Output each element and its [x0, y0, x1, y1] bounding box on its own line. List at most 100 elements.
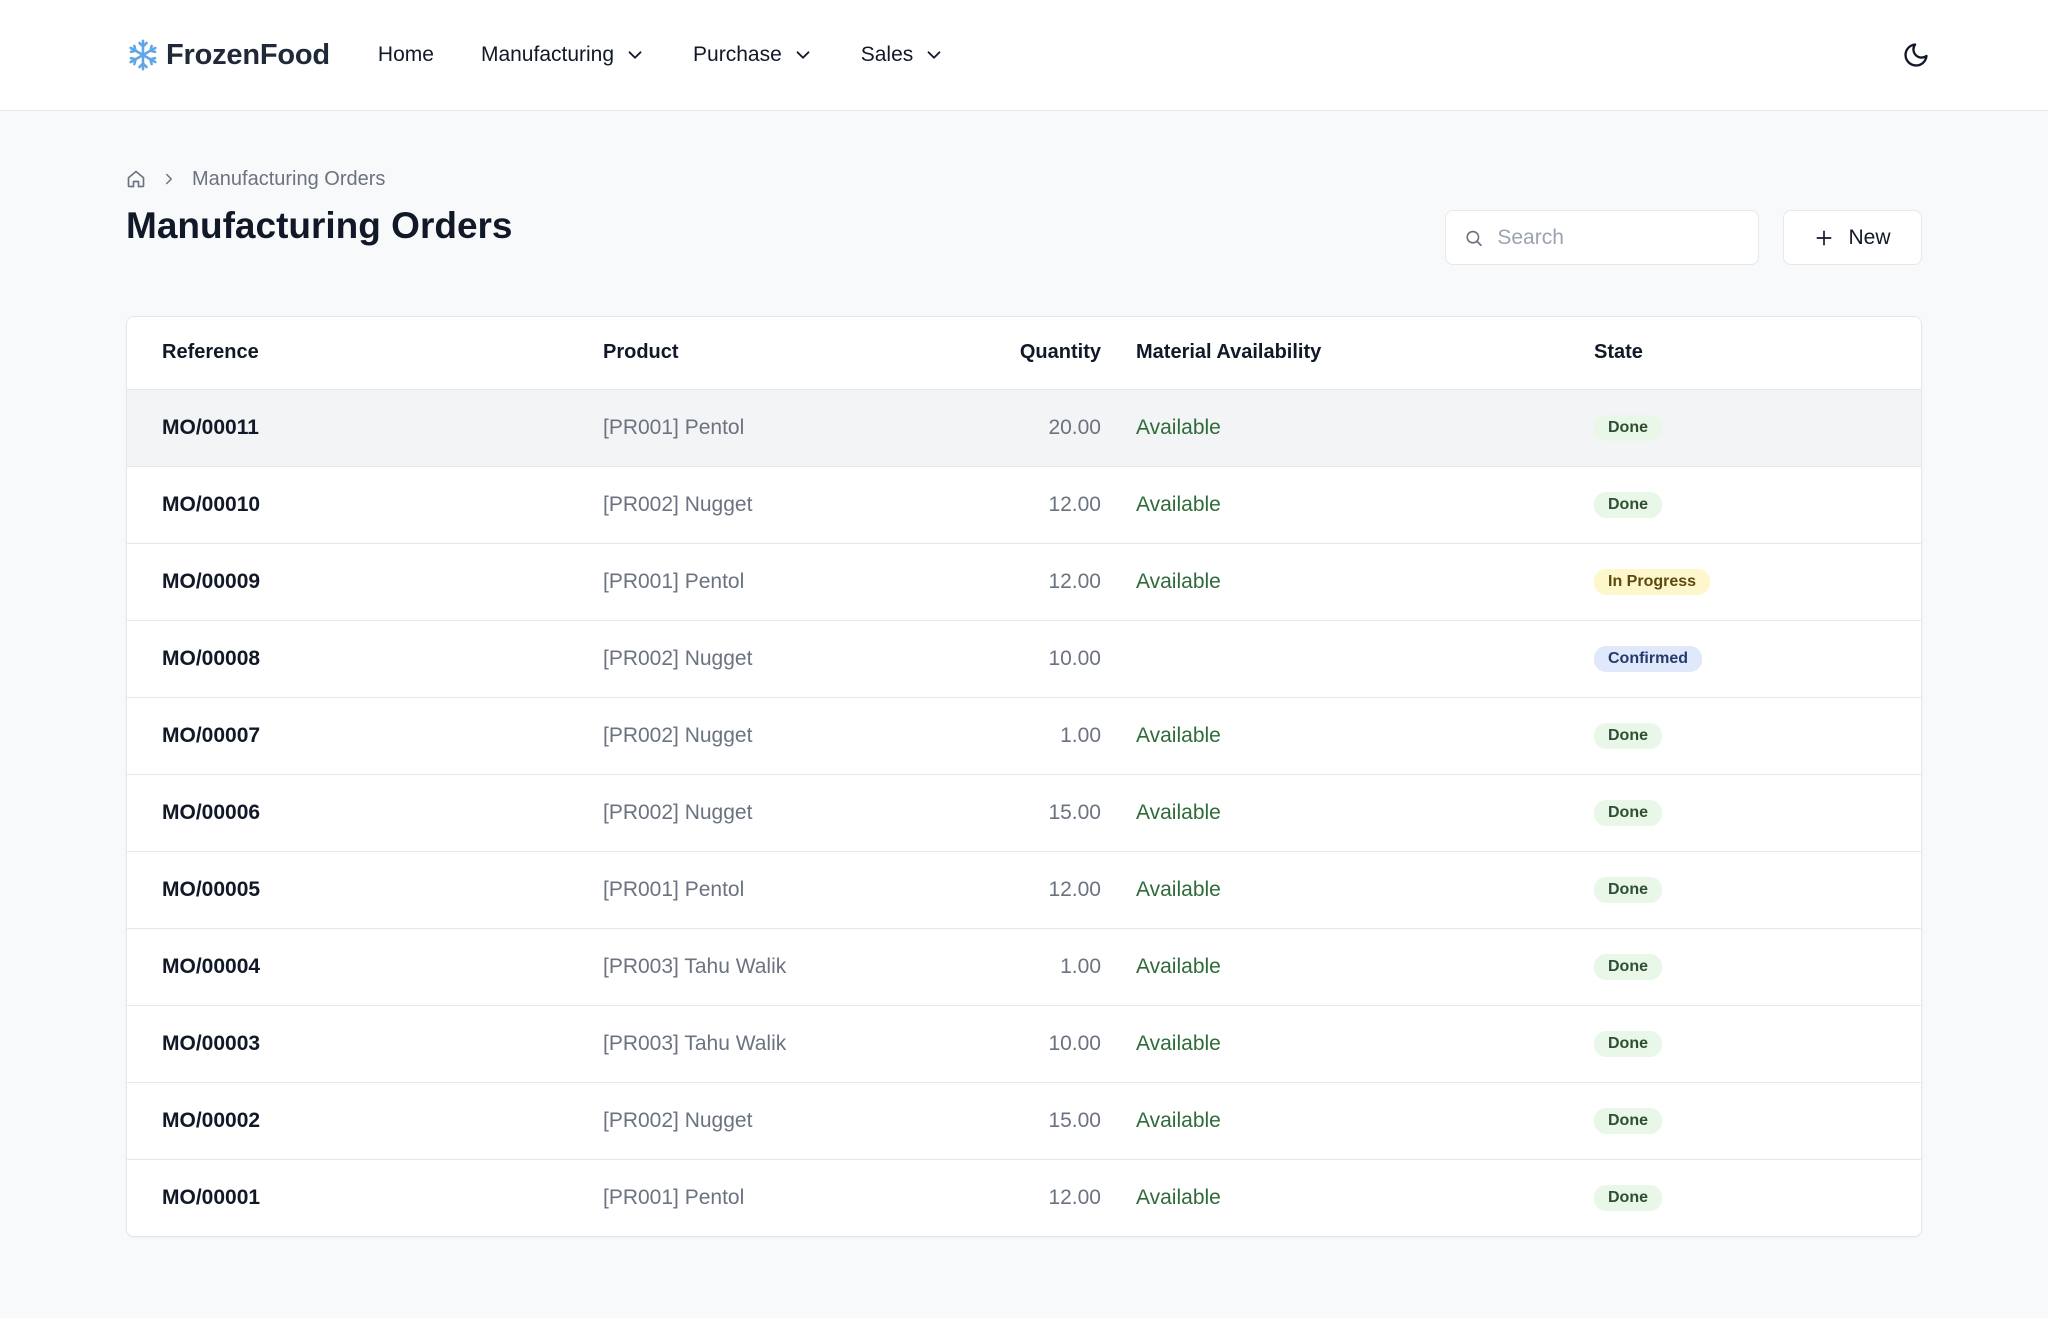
nav-home[interactable]: Home — [378, 43, 434, 67]
chevron-down-icon — [796, 51, 810, 59]
table-row[interactable]: MO/00010 [PR002] Nugget 12.00 Available Done — [127, 466, 1921, 544]
new-button-label: New — [1848, 225, 1891, 249]
page-title: Manufacturing Orders — [126, 205, 513, 246]
table-row[interactable]: MO/00009 [PR001] Pentol 12.00 Available In P… — [127, 543, 1921, 621]
search-box[interactable] — [1445, 210, 1759, 265]
home-icon[interactable] — [126, 169, 146, 189]
cell-availability: Available — [1101, 774, 1559, 852]
cell-product: [PR002] Nugget — [568, 697, 936, 775]
table-row[interactable]: MO/00002 [PR002] Nugget 15.00 Available Done — [127, 1082, 1921, 1160]
nav-purchase[interactable]: Purchase — [693, 43, 814, 67]
cell-reference: MO/00002 — [127, 1082, 568, 1160]
plus-icon — [1816, 230, 1832, 245]
table-row[interactable]: MO/00007 [PR002] Nugget 1.00 Available Done — [127, 697, 1921, 775]
cell-quantity: 15.00 — [936, 774, 1101, 852]
status-badge: Done — [1594, 954, 1662, 980]
status-badge: Confirmed — [1594, 646, 1702, 672]
cell-availability: Available — [1101, 697, 1559, 775]
table-row[interactable]: MO/00001 [PR001] Pentol 12.00 Available Done — [127, 1159, 1921, 1236]
nav-manufacturing-label: Manufacturing — [480, 43, 615, 66]
column-header-availability[interactable]: Material Availability — [1101, 317, 1559, 390]
nav-purchase-label: Purchase — [693, 43, 782, 66]
cell-product: [PR002] Nugget — [568, 620, 936, 698]
cell-state: Done — [1559, 697, 1921, 775]
cell-quantity: 10.00 — [936, 1005, 1101, 1083]
status-badge: Done — [1594, 492, 1662, 518]
page-actions: New — [1445, 210, 1922, 265]
column-header-state[interactable]: State — [1559, 317, 1921, 390]
cell-availability: Available — [1101, 1005, 1559, 1083]
cell-availability: Available — [1101, 389, 1559, 467]
status-badge: Done — [1594, 415, 1662, 441]
cell-reference: MO/00004 — [127, 928, 568, 1006]
status-badge: In Progress — [1594, 569, 1711, 595]
page-header: Manufacturing Orders New — [126, 203, 1922, 283]
cell-quantity: 12.00 — [936, 543, 1101, 621]
brand-name: FrozenFood — [166, 38, 330, 71]
cell-state: Done — [1559, 389, 1921, 467]
nav-manufacturing[interactable]: Manufacturing — [481, 43, 646, 67]
cell-quantity: 20.00 — [936, 389, 1101, 467]
cell-product: [PR003] Tahu Walik — [568, 1005, 936, 1083]
column-header-product[interactable]: Product — [568, 317, 936, 390]
cell-reference: MO/00003 — [127, 1005, 568, 1083]
table-row[interactable]: MO/00003 [PR003] Tahu Walik 10.00 Available… — [127, 1005, 1921, 1083]
chevron-down-icon — [628, 51, 642, 59]
cell-state: Done — [1559, 1082, 1921, 1160]
brand-logo[interactable]: FrozenFood — [126, 38, 330, 72]
cell-availability: Available — [1101, 543, 1559, 621]
nav-home-label: Home — [377, 43, 434, 66]
cell-product: [PR003] Tahu Walik — [568, 928, 936, 1006]
cell-reference: MO/00007 — [127, 697, 568, 775]
cell-quantity: 12.00 — [936, 466, 1101, 544]
cell-quantity: 1.00 — [936, 928, 1101, 1006]
search-icon — [1466, 230, 1482, 246]
main-content: Manufacturing Orders Manufacturing Order… — [0, 165, 2048, 1237]
cell-reference: MO/00006 — [127, 774, 568, 852]
orders-table-card: Reference Product Quantity Material Avai… — [126, 316, 1922, 1237]
status-badge: Done — [1594, 1108, 1662, 1134]
cell-product: [PR001] Pentol — [603, 1185, 745, 1209]
table-row[interactable]: MO/00006 [PR002] Nugget 15.00 Available Done — [127, 774, 1921, 852]
nav-sales[interactable]: Sales — [861, 43, 946, 67]
cell-quantity: 15.00 — [936, 1082, 1101, 1160]
moon-icon — [1904, 43, 1928, 67]
table-row[interactable]: MO/00005 [PR001] Pentol 12.00 Available Done — [127, 851, 1921, 929]
cell-state: Done — [1559, 1005, 1921, 1083]
cell-state: Done — [1559, 1159, 1921, 1236]
status-badge: Done — [1594, 800, 1662, 826]
table-row[interactable]: MO/00008 [PR002] Nugget 10.00 Confirmed — [127, 620, 1921, 698]
chevron-right-icon — [166, 173, 172, 185]
column-header-quantity[interactable]: Quantity — [936, 317, 1101, 390]
cell-reference: MO/00005 — [127, 851, 568, 929]
cell-state: In Progress — [1559, 543, 1921, 621]
cell-quantity: 12.00 — [1048, 1185, 1101, 1209]
cell-product: [PR001] Pentol — [568, 851, 936, 929]
breadcrumb: Manufacturing Orders — [126, 165, 1922, 193]
top-navbar: FrozenFood Home Manufacturing Purchase S… — [0, 0, 2048, 111]
cell-reference: MO/00001 — [162, 1185, 261, 1209]
cell-state: Done — [1559, 774, 1921, 852]
cell-availability: Available — [1101, 928, 1559, 1006]
table-row[interactable]: MO/00004 [PR003] Tahu Walik 1.00 Available D… — [127, 928, 1921, 1006]
status-badge: Done — [1594, 1031, 1662, 1057]
cell-state: Done — [1559, 928, 1921, 1006]
cell-state: Done — [1559, 851, 1921, 929]
cell-quantity: 12.00 — [936, 851, 1101, 929]
cell-product: [PR002] Nugget — [568, 774, 936, 852]
cell-reference: MO/00010 — [127, 466, 568, 544]
theme-toggle-button[interactable] — [1896, 35, 1936, 75]
cell-availability: Available — [1101, 851, 1559, 929]
cell-availability: Available — [1101, 466, 1559, 544]
search-input[interactable] — [1497, 225, 1740, 250]
cell-availability: Available — [1136, 1185, 1221, 1209]
cell-quantity: 1.00 — [936, 697, 1101, 775]
column-header-reference[interactable]: Reference — [127, 317, 568, 390]
new-button[interactable]: New — [1783, 210, 1922, 265]
table-row[interactable]: MO/00011 [PR001] Pentol 20.00 Available Done — [127, 389, 1921, 467]
main-nav: Home Manufacturing Purchase Sales — [378, 43, 945, 67]
status-badge: Done — [1594, 1185, 1662, 1212]
breadcrumb-current: Manufacturing Orders — [192, 167, 386, 190]
cell-product: [PR002] Nugget — [568, 466, 936, 544]
cell-product: [PR001] Pentol — [568, 389, 936, 467]
